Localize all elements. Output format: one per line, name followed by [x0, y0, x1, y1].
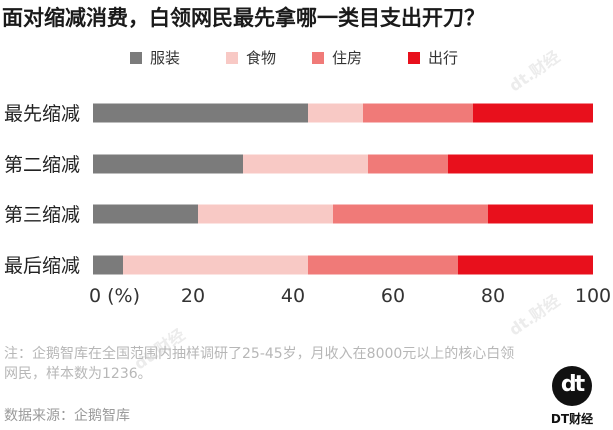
x-tick-label: 40: [281, 285, 305, 307]
survey-note: 注：企鹅智库在全国范围内抽样调研了25-45岁，月收入在8000元以上的核心白领…: [4, 346, 515, 382]
bars: [93, 103, 593, 275]
x-tick-labels: 0 (%) 20 40 60 80 100: [89, 285, 611, 307]
chart-title: 面对缩减消费，白领网民最先拿哪一类目支出开刀？: [2, 6, 485, 30]
category-label: 最后缩减: [4, 255, 80, 277]
bar-segment: [488, 204, 593, 224]
legend-label: 食物: [246, 49, 276, 67]
category-label: 最先缩减: [4, 103, 80, 125]
x-tick-label: 0 (%): [89, 285, 140, 307]
bar-segment: [333, 204, 488, 224]
x-tick-label: 60: [381, 285, 405, 307]
bar-segment: [93, 103, 308, 123]
bar-segment: [93, 154, 243, 174]
bar-segment: [448, 154, 593, 174]
data-source: 数据来源：企鹅智库: [4, 408, 130, 424]
legend-swatch: [226, 52, 238, 64]
x-tick-label: 100: [575, 285, 611, 307]
legend-label: 住房: [332, 49, 362, 67]
dt-logo-icon: dt: [552, 366, 592, 406]
legend-label: 出行: [428, 49, 458, 67]
bar-segment: [123, 255, 308, 275]
chart-area: 服装 食物 住房 出行 最先缩减第二缩减第三缩减最后缩减 0 (%) 20 40 60 80 1…: [0, 40, 613, 320]
bar-segment: [93, 255, 123, 275]
legend-label: 服装: [150, 49, 180, 67]
category-label: 第二缩减: [4, 154, 80, 176]
bar-segment: [363, 103, 473, 123]
x-tick-label: 20: [181, 285, 205, 307]
dt-logo: dt DT财经: [542, 366, 602, 428]
bar-segment: [368, 154, 448, 174]
legend-swatch: [408, 52, 420, 64]
bar-segment: [458, 255, 593, 275]
bar-segment: [473, 103, 593, 123]
category-label: 第三缩减: [4, 204, 80, 226]
bar-segment: [198, 204, 333, 224]
dt-logo-text: DT财经: [550, 412, 594, 426]
x-tick-label: 80: [481, 285, 505, 307]
bar-segment: [93, 204, 198, 224]
bar-segment: [243, 154, 368, 174]
legend-swatch: [312, 52, 324, 64]
legend: 服装 食物 住房 出行: [130, 49, 458, 67]
bar-segment: [308, 255, 458, 275]
legend-swatch: [130, 52, 142, 64]
bar-segment: [308, 103, 363, 123]
